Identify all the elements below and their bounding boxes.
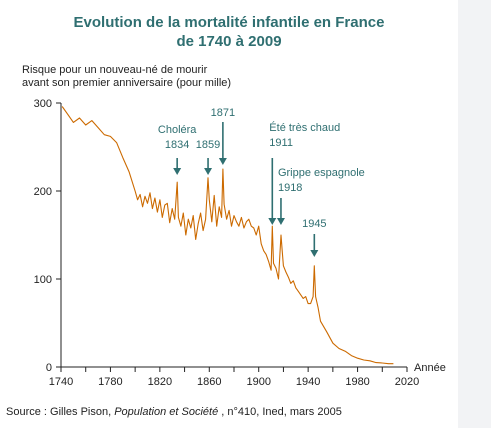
y-axis-label-line2: avant son premier anniversaire (pour mil… (22, 77, 232, 89)
annotation-arrowhead (276, 218, 285, 225)
annotation-label: 1871 (211, 107, 235, 119)
source-prefix: Source : Gilles Pison, (6, 406, 112, 418)
x-tick-label: 1900 (246, 376, 270, 388)
plot-area: 0 100 200 300 1740 1780 1820 1860 1900 1940 1980 20… (34, 98, 446, 388)
y-tick-label: 200 (34, 186, 52, 198)
annotation-label: Grippe espagnole (278, 167, 365, 179)
source-suffix: , n°410, Ined, mars 2005 (218, 406, 342, 418)
source-note: Source : Gilles Pison, Population et Soc… (6, 406, 342, 418)
x-tick-label: 1820 (148, 376, 172, 388)
annotation-label: 1859 (196, 139, 220, 151)
x-axis-label: Année (414, 362, 446, 374)
annotation-label: 1911 (269, 137, 293, 149)
x-tick-label: 1980 (345, 376, 369, 388)
x-tick-label: 1860 (197, 376, 221, 388)
annotation-arrowhead (218, 158, 227, 165)
chart-figure: Evolution de la mortalité infantile en F… (0, 0, 458, 428)
y-tick-label: 0 (46, 362, 52, 374)
annotation-arrowhead (310, 250, 319, 257)
x-tick-label: 1740 (49, 376, 73, 388)
x-tick-label: 2020 (395, 376, 419, 388)
annotation-arrowhead (204, 168, 213, 175)
annotation-label: 1918 (278, 182, 302, 194)
y-tick-label: 300 (34, 98, 52, 110)
y-axis-label-line1: Risque pour un nouveau-né de mourir (22, 64, 208, 76)
source-publication: Population et Société (114, 406, 219, 418)
x-tick-label: 1780 (98, 376, 122, 388)
series-line (61, 106, 394, 365)
annotation-arrowhead (173, 168, 182, 175)
x-tick-label: 1940 (296, 376, 320, 388)
annotation-label: 1834 (165, 139, 189, 151)
annotation-label: Choléra (158, 124, 197, 136)
chart-title: Evolution de la mortalité infantile en F… (73, 14, 385, 31)
annotation-arrowhead (268, 218, 277, 225)
annotation-label: Été très chaud (269, 121, 340, 134)
annotation-label: 1945 (302, 218, 326, 230)
chart-subtitle: de 1740 à 2009 (176, 33, 282, 50)
y-tick-label: 100 (34, 274, 52, 286)
